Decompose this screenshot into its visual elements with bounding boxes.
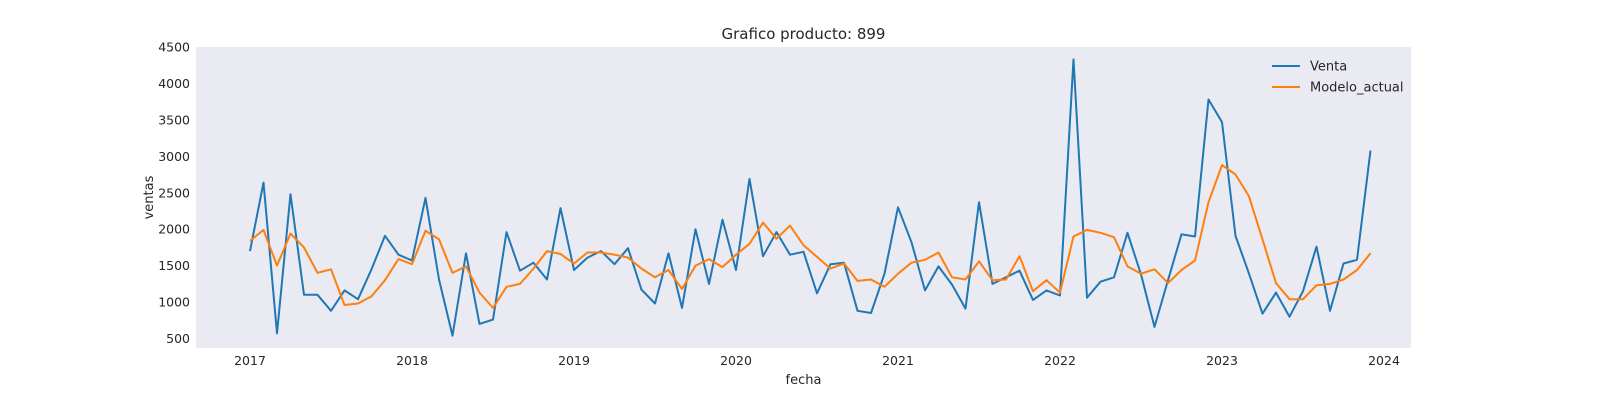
series-line-modelo-actual (249, 164, 1372, 309)
x-tick-label: 2018 (396, 353, 428, 368)
y-tick-label: 1500 (158, 258, 190, 273)
x-tick-label: 2017 (234, 353, 266, 368)
chart-title: Grafico producto: 899 (722, 25, 886, 43)
y-tick-label: 3500 (158, 112, 190, 127)
x-tick-label: 2020 (720, 353, 752, 368)
y-tick-label: 4000 (158, 76, 190, 91)
legend-label: Venta (1310, 60, 1347, 75)
x-tick-label: 2024 (1368, 353, 1400, 368)
y-tick-label: 2000 (158, 222, 190, 237)
series-line-venta (249, 58, 1372, 337)
y-tick-label: 4500 (158, 40, 190, 55)
plot-area (196, 47, 1411, 348)
y-tick-label: 1000 (158, 295, 190, 310)
legend-label: Modelo_actual (1310, 81, 1404, 96)
x-tick-label: 2023 (1206, 353, 1238, 368)
x-tick-label: 2022 (1044, 353, 1076, 368)
y-axis: 500 1000 1500 2000 2500 3000 3500 4000 4500 (158, 40, 190, 347)
x-tick-label: 2021 (882, 353, 914, 368)
legend: Venta Modelo_actual (1272, 60, 1404, 96)
y-tick-label: 3000 (158, 149, 190, 164)
y-tick-label: 2500 (158, 185, 190, 200)
series-lines (249, 58, 1372, 337)
x-axis-label: fecha (786, 373, 822, 388)
y-axis-label: ventas (142, 175, 157, 219)
y-tick-label: 500 (166, 331, 190, 346)
x-axis: 2017 2018 2019 2020 2021 2022 2023 2024 (234, 353, 1400, 368)
x-tick-label: 2019 (558, 353, 590, 368)
